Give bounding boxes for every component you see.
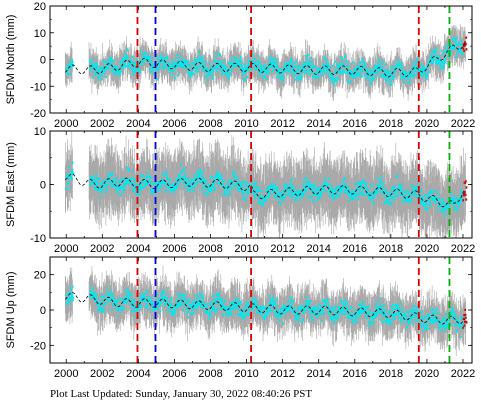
east-xtick-label: 2000 [54, 243, 78, 255]
north-xtick-label: 2016 [343, 118, 367, 130]
east-xtick-label: 2012 [270, 243, 294, 255]
north-errorbars [65, 24, 466, 101]
up-xtick-label: 2014 [306, 368, 330, 380]
east-ytick-label: 0 [40, 180, 46, 192]
north-xtick-label: 2022 [451, 118, 475, 130]
east-ylabel: SFDM East (mm) [5, 142, 17, 227]
north-xtick-label: 2000 [54, 118, 78, 130]
north-ytick-label: 10 [34, 28, 46, 40]
north-ytick-label: -10 [30, 81, 46, 93]
east-xtick-label: 2006 [162, 243, 186, 255]
north-xtick-label: 2014 [306, 118, 330, 130]
east-panel: 2000 2002 2004 2006 2008 2010 2012 2014 2016 2018… [5, 126, 475, 255]
up-ytick-label: 0 [40, 305, 46, 317]
east-xtick-label: 2010 [234, 243, 258, 255]
last-updated-footer: Plot Last Updated: Sunday, January 30, 2… [50, 388, 313, 400]
north-xtick-label: 2012 [270, 118, 294, 130]
east-xtick-label: 2008 [198, 243, 222, 255]
north-ytick-label: 0 [40, 55, 46, 67]
north-xtick-label: 2010 [234, 118, 258, 130]
east-xtick-label: 2014 [306, 243, 330, 255]
east-trend-line [65, 173, 466, 208]
north-data-area [65, 24, 468, 101]
up-xtick-label: 2004 [126, 368, 150, 380]
up-recent-points [462, 308, 468, 329]
north-xtick-label: 2002 [90, 118, 114, 130]
east-xtick-label: 2018 [379, 243, 403, 255]
up-ytick-label: 20 [34, 270, 46, 282]
north-xtick-label: 2006 [162, 118, 186, 130]
up-xtick-label: 2018 [379, 368, 403, 380]
east-xtick-label: 2004 [126, 243, 150, 255]
up-xtick-label: 2022 [451, 368, 475, 380]
up-panel: 2000 2002 2004 2006 2008 2010 2012 2014 2016 2018… [5, 256, 475, 380]
north-ytick-label: -20 [30, 108, 46, 120]
north-xtick-label: 2018 [379, 118, 403, 130]
east-xtick-label: 2022 [451, 243, 475, 255]
up-xtick-label: 2000 [54, 368, 78, 380]
north-ylabel: SFDM North (mm) [5, 15, 17, 105]
north-trend-line [65, 43, 466, 78]
up-xtick-label: 2002 [90, 368, 114, 380]
north-xtick-label: 2004 [126, 118, 150, 130]
up-ytick-label: -20 [30, 340, 46, 352]
up-xtick-label: 2010 [234, 368, 258, 380]
up-data-area [65, 265, 468, 356]
north-ytick-label: 20 [34, 1, 46, 13]
north-xtick-label: 2020 [415, 118, 439, 130]
east-ytick-label: -10 [30, 233, 46, 245]
east-data-area [65, 131, 468, 238]
up-xtick-label: 2020 [415, 368, 439, 380]
up-trend-line [65, 292, 466, 325]
north-xtick-label: 2008 [198, 118, 222, 130]
east-xtick-label: 2002 [90, 243, 114, 255]
up-xtick-label: 2006 [162, 368, 186, 380]
up-xtick-label: 2016 [343, 368, 367, 380]
up-xtick-label: 2008 [198, 368, 222, 380]
north-panel: 2000 2002 2004 2006 2008 2010 2012 2014 2016 2018… [5, 1, 475, 130]
east-errorbars [65, 131, 466, 238]
up-ylabel: SFDM Up (mm) [5, 272, 17, 349]
up-xtick-label: 2012 [270, 368, 294, 380]
east-xtick-label: 2020 [415, 243, 439, 255]
east-ytick-label: 10 [34, 126, 46, 138]
east-xtick-label: 2016 [343, 243, 367, 255]
north-recent-points [462, 36, 468, 52]
east-recent-points [462, 180, 468, 202]
